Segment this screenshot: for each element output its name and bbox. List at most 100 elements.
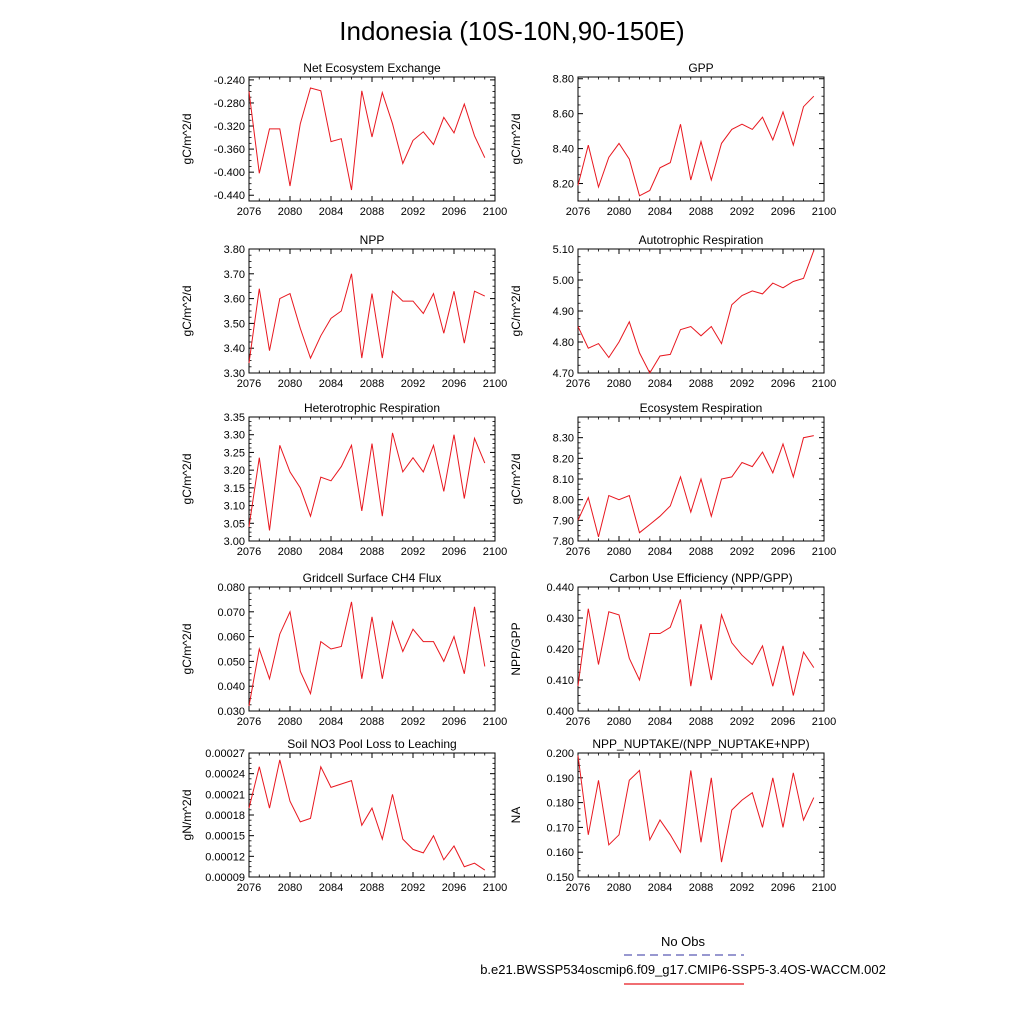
x-tick-label: 2076: [237, 882, 261, 894]
x-tick-label: 2092: [730, 206, 754, 218]
y-tick-label: 0.400: [546, 706, 574, 718]
y-tick-label: 3.80: [224, 244, 245, 256]
y-tick-label: 8.40: [553, 144, 574, 156]
y-axis-label: gC/m^2/d: [180, 114, 194, 165]
y-tick-label: 0.180: [546, 798, 574, 810]
y-tick-label: 0.050: [217, 656, 245, 668]
series-line: [577, 250, 815, 375]
y-tick-label: 3.40: [224, 343, 245, 355]
y-tick-label: 8.60: [553, 109, 574, 121]
y-tick-label: 0.00027: [205, 748, 245, 760]
x-tick-label: 2092: [730, 716, 754, 728]
plot-frame: [577, 586, 825, 712]
y-tick-label: 0.190: [546, 773, 574, 785]
x-tick-label: 2076: [237, 716, 261, 728]
panels: Net Ecosystem Exchange gC/m^2/d 2076 2080 20…: [180, 61, 836, 894]
y-tick-label: 7.80: [553, 536, 574, 548]
y-tick-label: 0.00021: [205, 789, 245, 801]
panel-title: Ecosystem Respiration: [640, 401, 763, 415]
y-tick-label: -0.320: [214, 121, 245, 133]
y-axis-label: NPP/GPP: [509, 622, 523, 675]
panel-title: NPP: [360, 233, 385, 247]
y-tick-label: 4.70: [553, 368, 574, 380]
y-tick-label: 0.080: [217, 582, 245, 594]
x-tick-label: 2092: [730, 882, 754, 894]
figure-title: Indonesia (10S-10N,90-150E): [339, 16, 684, 46]
x-tick-label: 2076: [237, 206, 261, 218]
x-tick-label: 2080: [607, 882, 631, 894]
series-line: [577, 755, 815, 863]
x-tick-label: 2080: [278, 378, 302, 390]
legend-obs-label: No Obs: [661, 934, 706, 949]
y-tick-label: 8.20: [553, 179, 574, 191]
x-tick-label: 2080: [607, 546, 631, 558]
x-tick-label: 2096: [771, 546, 795, 558]
panel-title: Soil NO3 Pool Loss to Leaching: [287, 737, 456, 751]
plot-frame: [577, 248, 825, 374]
x-tick-label: 2096: [771, 882, 795, 894]
y-tick-label: 8.80: [553, 74, 574, 86]
x-tick-label: 2088: [689, 378, 713, 390]
x-tick-label: 2076: [566, 206, 590, 218]
panel-9: Soil NO3 Pool Loss to Leaching gN/m^2/d 20…: [180, 737, 507, 894]
series-line: [248, 273, 486, 364]
y-tick-label: 3.10: [224, 501, 245, 513]
y-tick-label: 0.430: [546, 613, 574, 625]
x-tick-label: 2100: [483, 378, 507, 390]
x-tick-label: 2088: [689, 546, 713, 558]
x-tick-label: 2084: [648, 546, 672, 558]
x-tick-label: 2080: [607, 206, 631, 218]
x-tick-label: 2084: [319, 882, 343, 894]
y-tick-label: 3.50: [224, 318, 245, 330]
y-tick-label: 3.60: [224, 294, 245, 306]
x-tick-label: 2092: [401, 206, 425, 218]
y-tick-label: 0.440: [546, 582, 574, 594]
x-tick-label: 2088: [689, 206, 713, 218]
y-tick-label: 8.00: [553, 495, 574, 507]
x-tick-label: 2080: [278, 716, 302, 728]
x-tick-label: 2092: [401, 716, 425, 728]
y-axis-label: gC/m^2/d: [509, 286, 523, 337]
y-tick-label: 0.060: [217, 632, 245, 644]
y-tick-label: 0.030: [217, 706, 245, 718]
panel-title: Carbon Use Efficiency (NPP/GPP): [609, 571, 792, 585]
y-tick-label: 3.25: [224, 447, 245, 459]
series-line: [577, 95, 815, 197]
y-tick-label: 0.00024: [205, 769, 245, 781]
panel-2: GPP gC/m^2/d 2076 2080 2084 2088 2092 2096 2100 8…: [509, 61, 836, 218]
x-tick-label: 2092: [730, 378, 754, 390]
x-tick-label: 2084: [319, 546, 343, 558]
x-tick-label: 2100: [812, 716, 836, 728]
plot-frame: [577, 76, 825, 202]
x-tick-label: 2096: [771, 206, 795, 218]
x-tick-label: 2084: [648, 716, 672, 728]
panel-title: Autotrophic Respiration: [639, 233, 764, 247]
x-tick-label: 2076: [566, 546, 590, 558]
x-tick-label: 2080: [278, 546, 302, 558]
panel-10: NPP_NUPTAKE/(NPP_NUPTAKE+NPP) NA 2076 2080 2…: [509, 737, 836, 894]
y-tick-label: 0.00018: [205, 810, 245, 822]
y-tick-label: 3.05: [224, 518, 245, 530]
x-tick-label: 2088: [689, 716, 713, 728]
y-tick-label: 0.170: [546, 822, 574, 834]
panel-6: Ecosystem Respiration gC/m^2/d 2076 2080 208…: [509, 401, 836, 558]
x-tick-label: 2088: [689, 882, 713, 894]
x-tick-label: 2076: [237, 378, 261, 390]
legend: No Obs b.e21.BWSSP534oscmip6.f09_g17.CMI…: [480, 934, 886, 985]
series-line: [248, 601, 486, 707]
legend-model-label: b.e21.BWSSP534oscmip6.f09_g17.CMIP6-SSP5…: [480, 962, 886, 977]
x-tick-label: 2096: [442, 546, 466, 558]
y-axis-label: gC/m^2/d: [180, 454, 194, 505]
x-tick-label: 2100: [483, 546, 507, 558]
y-tick-label: -0.240: [214, 75, 245, 87]
x-tick-label: 2100: [812, 206, 836, 218]
x-tick-label: 2084: [319, 716, 343, 728]
x-tick-label: 2076: [566, 716, 590, 728]
y-tick-label: 4.90: [553, 306, 574, 318]
x-tick-label: 2092: [401, 546, 425, 558]
x-tick-label: 2092: [401, 882, 425, 894]
y-tick-label: 0.200: [546, 748, 574, 760]
y-tick-label: 4.80: [553, 337, 574, 349]
x-tick-label: 2076: [237, 546, 261, 558]
y-tick-label: 0.070: [217, 607, 245, 619]
